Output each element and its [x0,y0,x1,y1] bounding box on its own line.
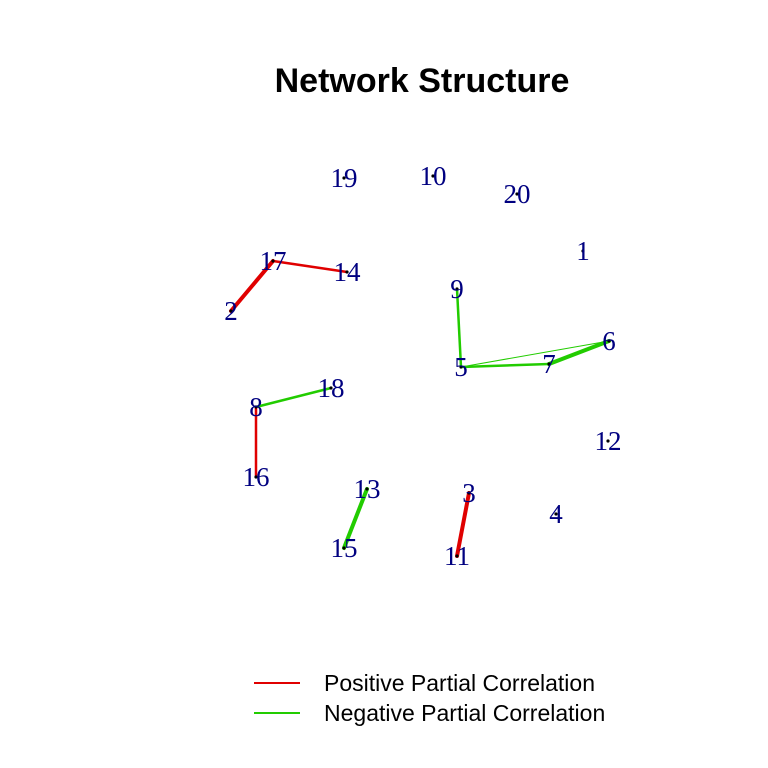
node-label: 6 [602,326,616,356]
node-label: 15 [331,533,358,563]
node-dot [254,405,258,409]
node-7: 7 [542,349,556,379]
node-dot [607,339,611,343]
node-dot [345,270,349,274]
node-dot [229,309,233,313]
node-9: 9 [450,274,464,304]
node-2: 2 [224,296,238,326]
node-dot [515,192,519,196]
node-label: 7 [542,349,556,379]
node-dot [329,386,333,390]
edge-13-15 [342,487,369,550]
node-dot [254,475,258,479]
edge-5-7 [459,362,551,369]
node-dot [547,362,551,366]
edge-2-17 [229,259,275,313]
node-label: 18 [318,373,345,403]
node-16: 16 [243,462,270,492]
node-dot [455,287,459,291]
node-dot [606,439,610,443]
node-18: 18 [318,373,345,403]
legend-label-negative: Negative Partial Correlation [324,700,605,726]
node-label: 3 [462,478,476,508]
node-dot [431,174,435,178]
edge-3-11 [455,491,471,558]
node-17: 17 [260,246,287,276]
node-dot [581,249,585,253]
node-label: 4 [549,499,563,529]
node-label: 12 [595,426,622,456]
node-label: 2 [224,296,238,326]
node-label: 20 [504,179,531,209]
node-label: 8 [249,392,263,422]
node-12: 12 [595,426,622,456]
node-14: 14 [334,257,362,287]
legend: Positive Partial Correlation Negative Pa… [254,670,605,726]
edge-5-6 [460,340,610,368]
node-dot [467,491,471,495]
node-label: 14 [334,257,362,287]
node-13: 13 [354,474,381,504]
node-label: 13 [354,474,381,504]
edge-17-14 [271,259,349,274]
node-5: 5 [454,352,468,382]
edge-8-18 [254,386,333,409]
node-4: 4 [549,499,563,529]
node-8: 8 [249,392,263,422]
node-dot [342,176,346,180]
legend-label-positive: Positive Partial Correlation [324,670,595,696]
node-label: 9 [450,274,464,304]
node-dot [455,554,459,558]
node-11: 11 [444,541,470,571]
page-title: Network Structure [275,62,570,100]
node-dot [554,512,558,516]
node-10: 10 [420,161,447,191]
node-3: 3 [462,478,476,508]
edge-layer [229,259,611,558]
node-1: 1 [576,236,590,266]
node-label: 16 [243,462,270,492]
edge-9-5 [455,287,463,369]
node-dot [342,546,346,550]
node-dot [271,259,275,263]
node-dot [365,487,369,491]
edge-7-6 [547,339,611,366]
node-20: 20 [504,179,531,209]
node-label: 19 [331,163,358,193]
node-label: 10 [420,161,447,191]
node-6: 6 [602,326,616,356]
node-label: 11 [444,541,470,571]
node-label: 1 [576,236,590,266]
node-dot [459,365,463,369]
node-15: 15 [331,533,358,563]
node-19: 19 [331,163,358,193]
node-label: 5 [454,352,468,382]
node-label: 17 [260,246,287,276]
